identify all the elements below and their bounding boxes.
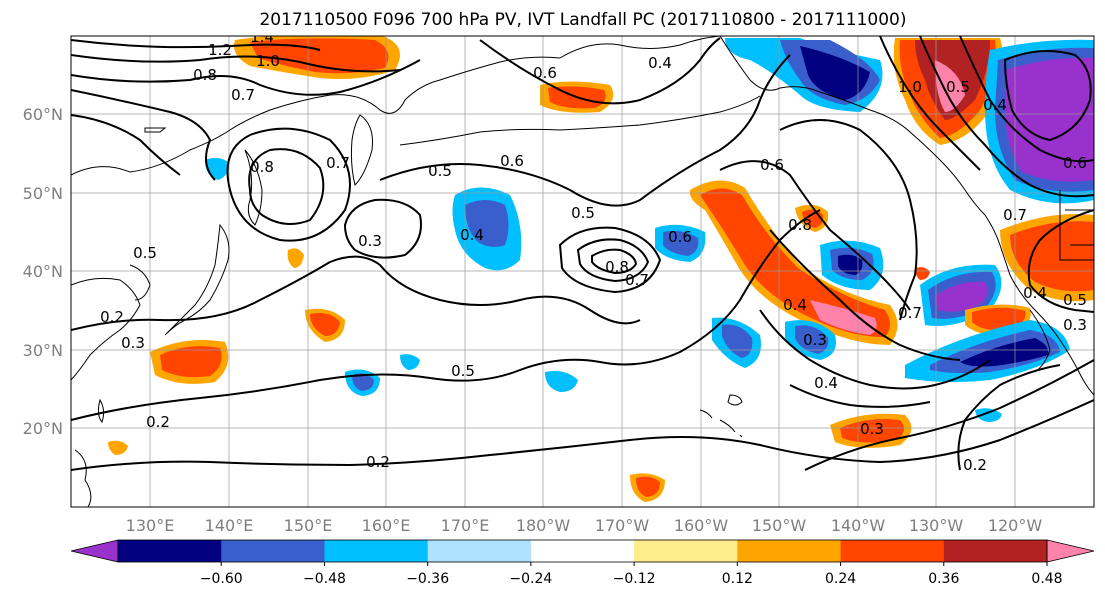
contour-label: 1.2 bbox=[208, 41, 232, 59]
contour-label: 0.4 bbox=[460, 226, 484, 244]
contour-label: 0.8 bbox=[193, 66, 217, 84]
map-frame bbox=[70, 35, 1095, 508]
colorbar-cell bbox=[221, 540, 325, 562]
colorbar-tick-label: 0.24 bbox=[825, 571, 856, 587]
lat-tick-labels: 60°N 50°N 40°N 30°N 20°N bbox=[23, 105, 63, 438]
contour-labels: 1.4 1.2 1.0 0.8 0.7 0.6 0.4 0.8 0.7 0.5 … bbox=[100, 28, 1087, 474]
contour-label: 0.7 bbox=[898, 304, 922, 322]
contour-label: 0.5 bbox=[571, 204, 595, 222]
lon-tick-label: 170°E bbox=[441, 516, 490, 535]
colorbar-tick-label: 0.48 bbox=[1031, 571, 1062, 587]
contour-label: 0.6 bbox=[500, 152, 524, 170]
colorbar-tick-label: −0.60 bbox=[200, 571, 243, 587]
contour-label: 0.6 bbox=[668, 228, 692, 246]
colorbar-tick-label: 0.12 bbox=[722, 571, 753, 587]
contour-label: 0.4 bbox=[983, 96, 1007, 114]
lon-tick-label: 140°W bbox=[831, 516, 886, 535]
colorbar-cell bbox=[427, 540, 532, 562]
contour-label: 1.0 bbox=[898, 78, 922, 96]
lon-tick-label: 150°W bbox=[752, 516, 807, 535]
colorbar-cell bbox=[840, 540, 945, 562]
contour-label: 0.4 bbox=[1023, 284, 1047, 302]
contour-label: 0.3 bbox=[1063, 316, 1087, 334]
contour-label: 0.2 bbox=[146, 413, 170, 431]
colorbar-frame bbox=[117, 539, 1048, 563]
lat-tick-label: 40°N bbox=[23, 262, 63, 281]
lon-tick-label: 130°E bbox=[126, 516, 175, 535]
colorbar-cell bbox=[943, 540, 1048, 562]
contour-label: 0.6 bbox=[760, 156, 784, 174]
map-title: 2017110500 F096 700 hPa PV, IVT Landfall… bbox=[259, 10, 906, 30]
colorbar-cell bbox=[118, 540, 222, 562]
lon-tick-label: 130°W bbox=[909, 516, 964, 535]
lon-tick-label: 160°E bbox=[362, 516, 411, 535]
lat-tick-label: 30°N bbox=[23, 341, 63, 360]
contour-label: 0.7 bbox=[231, 86, 255, 104]
colorbar-extend-left bbox=[70, 539, 119, 563]
contour-label: 0.3 bbox=[860, 420, 884, 438]
colorbar-tick-label: −0.12 bbox=[613, 571, 656, 587]
contour-label: 0.7 bbox=[1003, 206, 1027, 224]
contour-label: 0.4 bbox=[648, 54, 672, 72]
contour-label: 0.5 bbox=[451, 362, 475, 380]
contour-label: 0.7 bbox=[625, 271, 649, 289]
pv-contours bbox=[71, 36, 1094, 471]
contour-label: 0.2 bbox=[100, 308, 124, 326]
contour-label: 0.5 bbox=[1063, 291, 1087, 309]
colorbar: −0.60 −0.48 −0.36 −0.24 −0.12 0.12 0.24 0.36 0.4… bbox=[70, 539, 1095, 587]
contour-label: 1.4 bbox=[250, 28, 274, 46]
contour-label: 0.5 bbox=[428, 162, 452, 180]
lon-tick-label: 180°W bbox=[516, 516, 571, 535]
contour-label: 0.5 bbox=[133, 244, 157, 262]
shaded-anomalies bbox=[108, 36, 1094, 502]
contour-label: 0.8 bbox=[788, 216, 812, 234]
colorbar-tick-label: −0.48 bbox=[303, 571, 346, 587]
contour-label: 0.2 bbox=[366, 453, 390, 471]
colorbar-tick-label: −0.36 bbox=[406, 571, 449, 587]
colorbar-tick-label: 0.36 bbox=[928, 571, 959, 587]
contour-label: 0.8 bbox=[605, 258, 629, 276]
lon-tick-label: 120°W bbox=[988, 516, 1043, 535]
lon-tick-label: 140°E bbox=[205, 516, 254, 535]
contour-label: 0.6 bbox=[1063, 154, 1087, 172]
colorbar-cell bbox=[324, 540, 429, 562]
contour-label: 0.3 bbox=[358, 232, 382, 250]
colorbar-cell bbox=[634, 540, 738, 562]
contour-label: 1.0 bbox=[256, 52, 280, 70]
contour-label: 0.8 bbox=[250, 158, 274, 176]
contour-label: 0.5 bbox=[946, 78, 970, 96]
map-area: 1.4 1.2 1.0 0.8 0.7 0.6 0.4 0.8 0.7 0.5 … bbox=[71, 28, 1094, 507]
colorbar-tick-label: −0.24 bbox=[509, 571, 552, 587]
contour-label: 0.3 bbox=[803, 331, 827, 349]
colorbar-cell bbox=[737, 540, 842, 562]
lat-tick-label: 50°N bbox=[23, 184, 63, 203]
contour-label: 0.4 bbox=[814, 374, 838, 392]
contour-label: 0.3 bbox=[121, 334, 145, 352]
contour-label: 0.6 bbox=[533, 64, 557, 82]
contour-label: 0.2 bbox=[963, 456, 987, 474]
lon-tick-label: 170°W bbox=[595, 516, 650, 535]
lon-tick-labels: 130°E 140°E 150°E 160°E 170°E 180°W 170°… bbox=[126, 516, 1043, 535]
lon-tick-label: 160°W bbox=[674, 516, 729, 535]
lat-tick-label: 60°N bbox=[23, 105, 63, 124]
colorbar-extend-right bbox=[1046, 539, 1095, 563]
coastlines bbox=[71, 36, 1094, 507]
lat-tick-label: 20°N bbox=[23, 419, 63, 438]
colorbar-ticks: −0.60 −0.48 −0.36 −0.24 −0.12 0.12 0.24 0.36 0.4… bbox=[200, 562, 1063, 587]
contour-label: 0.7 bbox=[326, 154, 350, 172]
lon-tick-label: 150°E bbox=[284, 516, 333, 535]
colorbar-cells bbox=[118, 540, 1048, 562]
colorbar-cell bbox=[530, 540, 635, 562]
contour-label: 0.4 bbox=[783, 296, 807, 314]
